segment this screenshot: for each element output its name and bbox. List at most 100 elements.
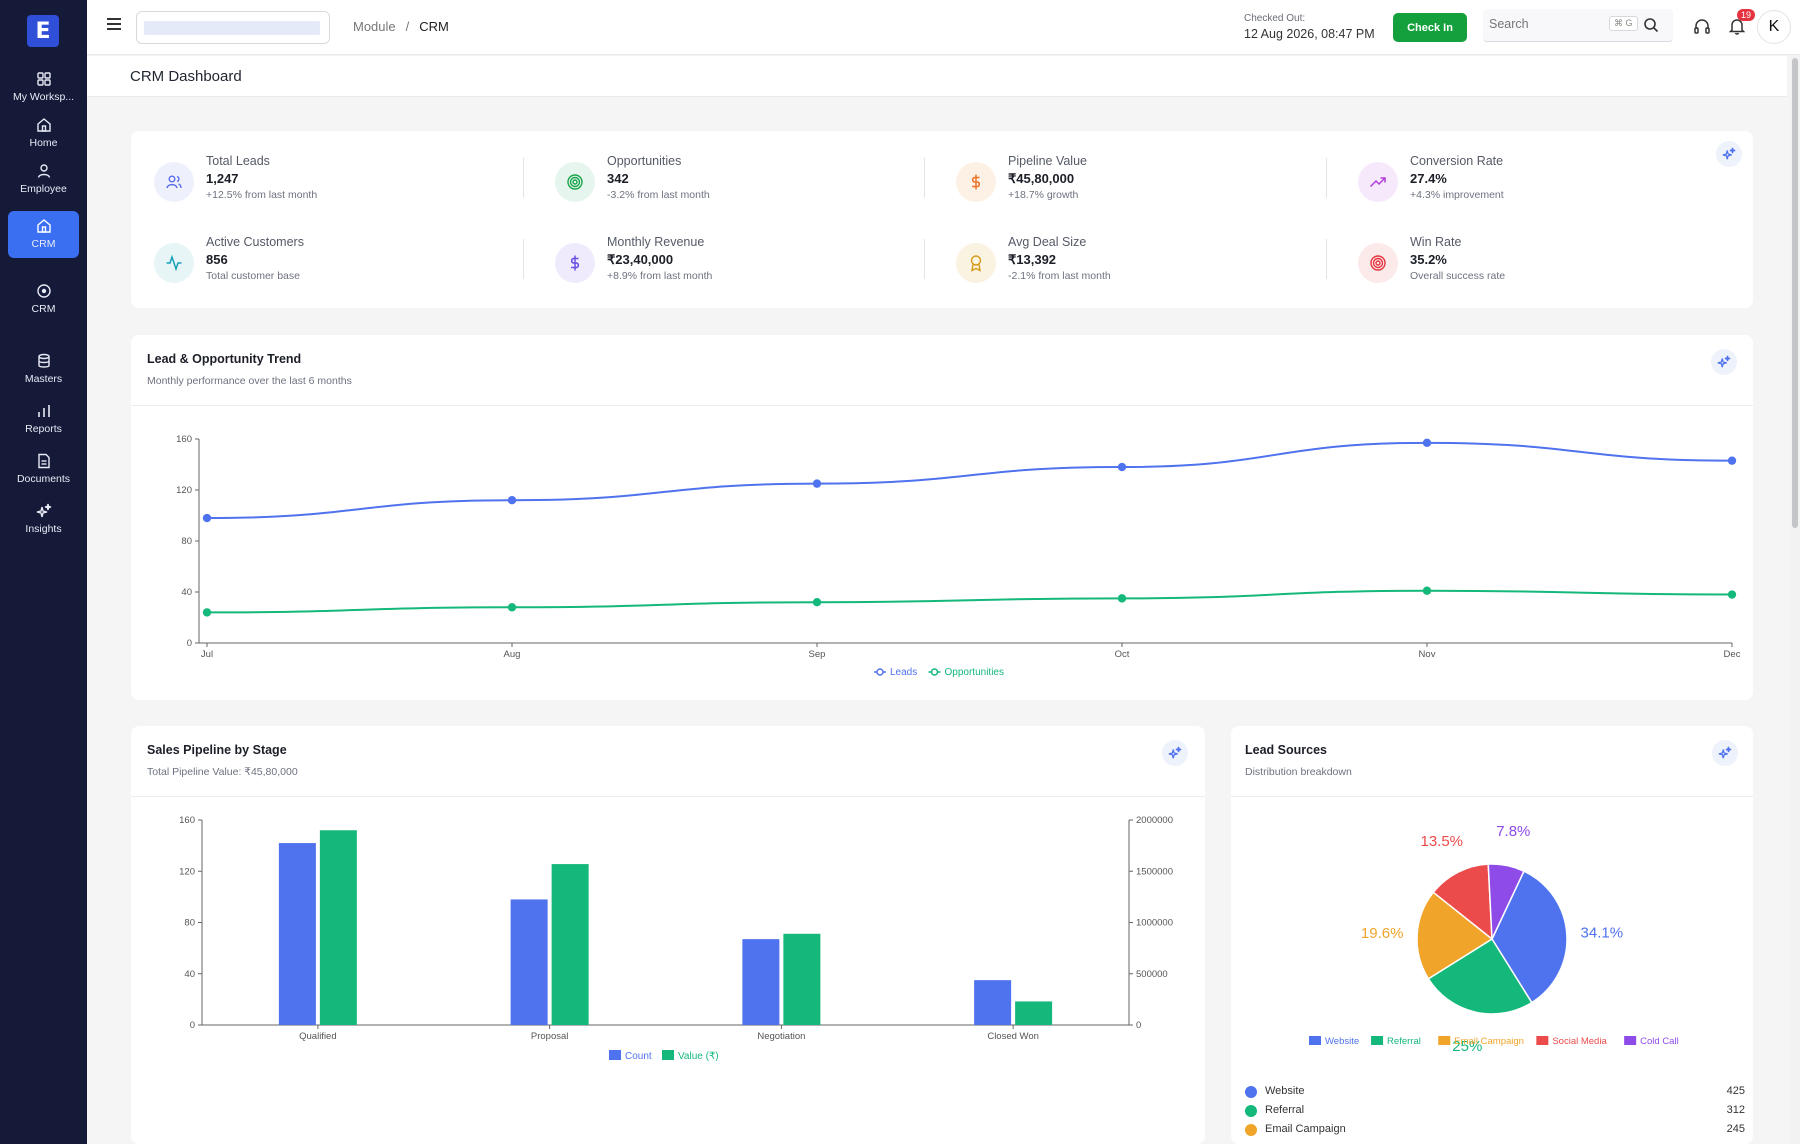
ai-insight-button[interactable] xyxy=(1716,141,1742,167)
kpi-value: 1,247 xyxy=(206,171,239,186)
pie-slice-cold-call xyxy=(1487,863,1525,940)
kpi-win-rate: Win Rate 35.2% Overall success rate xyxy=(1358,235,1698,295)
target-icon xyxy=(1370,255,1386,271)
activity-icon xyxy=(166,254,182,272)
legend-label: Referral xyxy=(1387,1036,1421,1047)
pie-value-label: 34.1% xyxy=(1581,924,1624,941)
data-point xyxy=(1422,438,1432,448)
kpi-pipeline-value: Pipeline Value ₹45,80,000 +18.7% growth xyxy=(956,154,1296,214)
app-logo[interactable]: E xyxy=(27,15,59,47)
legend-label: Leads xyxy=(890,667,917,678)
kpi-subtext: Overall success rate xyxy=(1410,270,1506,282)
pipeline-title: Sales Pipeline by Stage xyxy=(147,743,287,757)
breadcrumb-separator: / xyxy=(405,19,410,34)
search-box[interactable]: ⌘ G xyxy=(1483,9,1673,42)
legend-swatch xyxy=(1371,1036,1384,1045)
legend-label: Email Campaign xyxy=(1454,1036,1524,1047)
checked-out-status: Checked Out: 12 Aug 2026, 08:47 PM xyxy=(1244,13,1375,41)
source-name: Email Campaign xyxy=(1265,1123,1346,1135)
ai-insight-button[interactable] xyxy=(1711,349,1737,375)
data-point xyxy=(507,496,517,505)
y2-tick-label: 1000000 xyxy=(1136,918,1173,929)
sidebar-item-insights[interactable]: Insights xyxy=(0,503,87,535)
pie-value-label: 25% xyxy=(1452,1038,1482,1051)
data-point xyxy=(1117,594,1127,603)
y-tick-label: 120 xyxy=(176,485,192,496)
kpi-label: Pipeline Value xyxy=(1008,154,1087,168)
sidebar-item-masters[interactable]: Masters xyxy=(0,353,87,385)
x-tick-label: Jul xyxy=(201,649,213,660)
sidebar-item-crm[interactable]: CRM xyxy=(0,283,87,315)
card-divider xyxy=(1231,796,1753,797)
bar-count xyxy=(974,980,1012,1025)
sidebar-item-label: Reports xyxy=(25,423,62,435)
search-input[interactable] xyxy=(1489,17,1599,31)
sidebar-item-home[interactable]: Home xyxy=(0,117,87,149)
pie-slice-referral xyxy=(1427,937,1533,1015)
bar-value xyxy=(1015,1001,1053,1025)
sidebar-item-label: Masters xyxy=(24,373,63,385)
legend-swatch xyxy=(662,1050,674,1060)
pie-slice-social-media xyxy=(1432,863,1493,941)
source-count: 245 xyxy=(1726,1123,1745,1135)
circle-icon xyxy=(36,284,51,298)
kpi-value: ₹13,392 xyxy=(1008,252,1057,267)
user-icon xyxy=(37,164,50,178)
kpi-subtext: Total customer base xyxy=(206,270,300,282)
legend-label: Website xyxy=(1325,1036,1359,1047)
source-name: Referral xyxy=(1265,1104,1305,1116)
breadcrumb-module[interactable]: Module xyxy=(353,19,396,34)
kpi-icon-wrap xyxy=(956,162,996,202)
page-scrollbar[interactable] xyxy=(1790,56,1800,1144)
legend-swatch xyxy=(1624,1036,1637,1045)
menu-icon[interactable] xyxy=(107,18,121,32)
headset-icon[interactable] xyxy=(1693,18,1711,36)
bar-count xyxy=(510,899,548,1025)
y-tick-label: 40 xyxy=(181,587,192,598)
kpi-icon-wrap xyxy=(555,243,595,283)
data-point xyxy=(1727,456,1737,465)
kpi-value: 35.2% xyxy=(1410,252,1447,267)
kpi-subtext: -3.2% from last month xyxy=(607,189,710,201)
avatar[interactable]: K xyxy=(1757,10,1791,44)
sidebar-item-employee[interactable]: Employee xyxy=(0,163,87,195)
sidebar-item-crm-active[interactable]: CRM xyxy=(8,211,79,258)
kpi-divider xyxy=(523,158,524,198)
y2-tick-label: 2000000 xyxy=(1136,815,1173,826)
bell-icon[interactable] xyxy=(1728,17,1746,35)
lead-sources-card: Lead Sources Distribution breakdown 34.1… xyxy=(1231,726,1753,1144)
kpi-icon-wrap xyxy=(1358,162,1398,202)
legend-swatch xyxy=(1536,1036,1549,1045)
y-tick-label: 160 xyxy=(176,434,192,445)
trend-title: Lead & Opportunity Trend xyxy=(147,352,302,366)
x-tick-label: Proposal xyxy=(531,1031,569,1042)
kpi-label: Conversion Rate xyxy=(1410,154,1504,168)
checked-out-time: 12 Aug 2026, 08:47 PM xyxy=(1244,27,1375,41)
kpi-divider xyxy=(1326,158,1327,198)
x-tick-label: Nov xyxy=(1419,649,1436,660)
sidebar-item-label: CRM xyxy=(31,303,56,315)
series-line-opportunities xyxy=(206,589,1733,614)
legend-marker xyxy=(876,668,884,676)
sidebar-item-documents[interactable]: Documents xyxy=(0,453,87,485)
sidebar-item-my-workspace[interactable]: My Worksp... xyxy=(0,71,87,103)
kpi-active-customers: Active Customers 856 Total customer base xyxy=(154,235,494,295)
ai-insight-button[interactable] xyxy=(1162,740,1188,766)
organization-selector[interactable] xyxy=(136,11,330,44)
legend-dot xyxy=(1245,1124,1257,1136)
home-icon xyxy=(36,219,51,233)
search-icon[interactable] xyxy=(1643,17,1659,33)
sidebar-item-label: Insights xyxy=(25,523,62,535)
kpi-divider xyxy=(924,158,925,198)
check-in-button[interactable]: Check In xyxy=(1393,13,1467,42)
sparkle-icon xyxy=(1717,355,1731,368)
y-tick-label: 40 xyxy=(184,969,195,980)
scrollbar-thumb[interactable] xyxy=(1792,58,1798,528)
pipeline-chart: 0 40 80 120 160 0 500000 1000000 1500000 2000000 Q… xyxy=(179,815,1173,1061)
ai-insight-button[interactable] xyxy=(1712,740,1738,766)
kpi-subtext: +18.7% growth xyxy=(1008,189,1079,201)
trending-up-icon xyxy=(1369,177,1386,188)
kpi-total-leads: Total Leads 1,247 +12.5% from last month xyxy=(154,154,494,214)
dollar-icon xyxy=(571,255,579,271)
sidebar-item-reports[interactable]: Reports xyxy=(0,403,87,435)
